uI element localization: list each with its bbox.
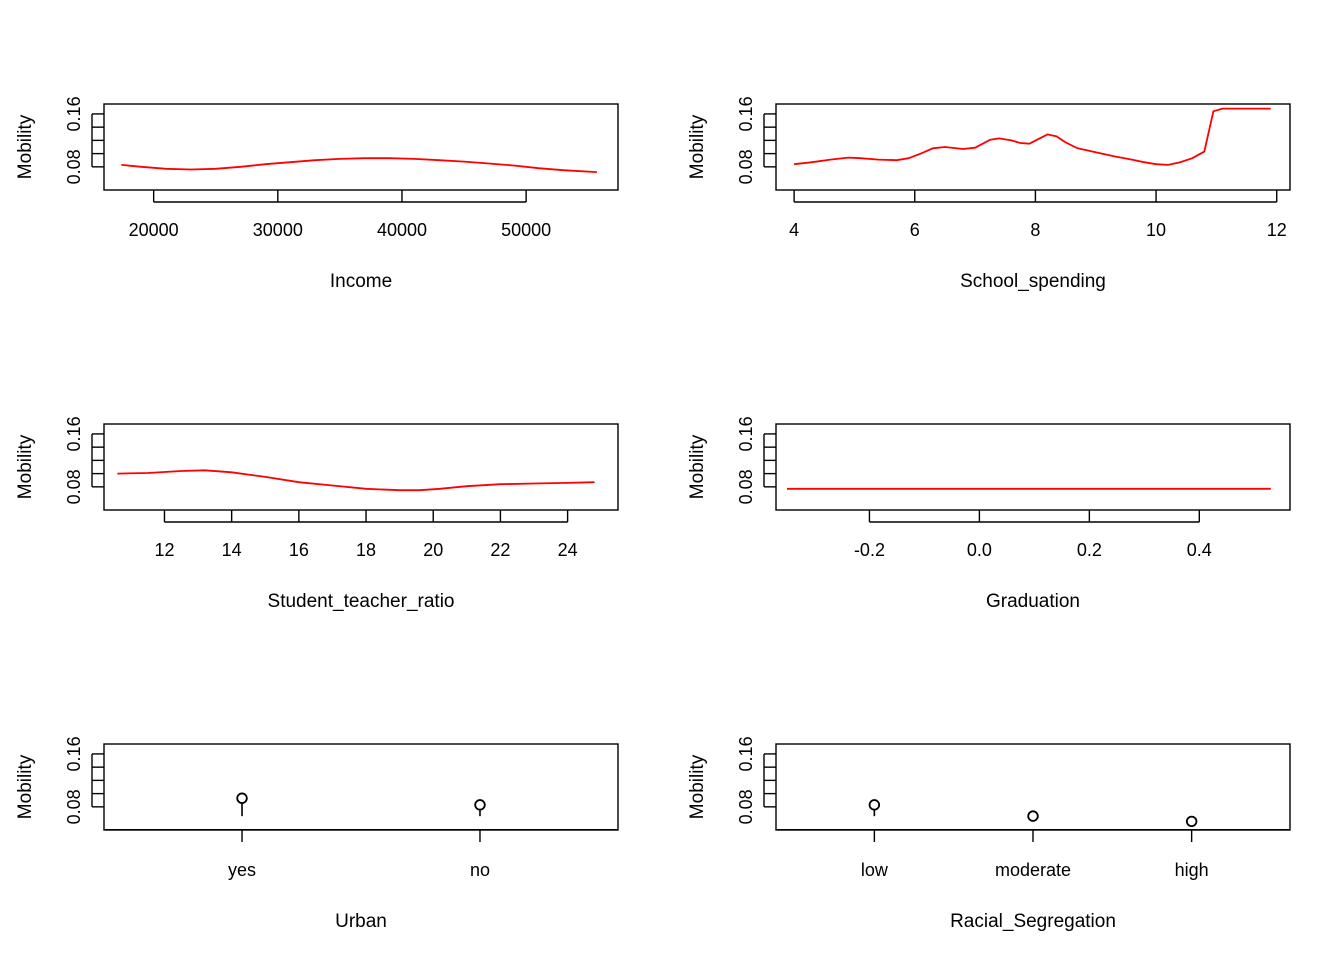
y-tick-label: 0.16 [736,416,756,451]
y-tick-label: 0.16 [736,736,756,771]
y-tick-label: 0.08 [64,469,84,504]
x-tick-label: 16 [289,540,309,560]
series-line [794,107,1271,166]
plot-frame [103,103,619,191]
x-axis-label: Urban [335,911,387,932]
y-axis-label: Mobility [687,114,708,179]
y-axis-label: Mobility [15,754,36,819]
x-tick-label: -0.2 [854,540,885,560]
x-axis-label: Racial_Segregation [950,911,1116,932]
x-tick-label: 30000 [253,220,303,240]
x-tick-label: 10 [1146,220,1166,240]
x-tick-label: 20000 [129,220,179,240]
y-axis-label: Mobility [15,434,36,499]
x-tick-label: 22 [490,540,510,560]
x-tick-label: 8 [1030,220,1040,240]
data-point [868,799,881,811]
data-point [474,799,486,811]
x-axis-label: Student_teacher_ratio [268,591,455,612]
y-tick-label: 0.16 [64,736,84,771]
x-tick-label: high [1175,860,1209,880]
x-tick-label: 12 [154,540,174,560]
x-axis-label: Graduation [986,591,1080,612]
x-tick-label: 6 [910,220,920,240]
panel-school-spending: 0.08 0.16 Mobility 4 6 8 10 12 School_spending [687,96,1291,292]
y-axis-label: Mobility [687,434,708,499]
x-tick-label: 20 [423,540,443,560]
x-axis-label: Income [330,271,392,292]
panel-income: 0.08 0.16 Mobility 20000 30000 40000 50000 Inco… [15,96,619,292]
plot-frame [775,423,1291,511]
y-axis-label: Mobility [687,754,708,819]
y-tick-label: 0.16 [64,416,84,451]
series-line [117,469,595,492]
y-axis-label: Mobility [15,114,36,179]
x-tick-label: no [470,860,490,880]
plot-frame [775,103,1291,191]
x-tick-label: 24 [558,540,578,560]
x-tick-label: 14 [222,540,242,560]
x-tick-label: 0.0 [967,540,992,560]
x-tick-label: 18 [356,540,376,560]
x-axis-label: School_spending [960,271,1106,292]
x-tick-label: low [861,860,889,880]
x-tick-label: 0.4 [1187,540,1212,560]
x-tick-label: moderate [995,860,1071,880]
panel-graduation: 0.08 0.16 Mobility -0.2 0.0 0.2 0.4 Graduation [687,416,1291,612]
y-tick-label: 0.16 [64,96,84,131]
y-tick-label: 0.08 [64,789,84,824]
y-tick-label: 0.08 [736,149,756,184]
y-tick-label: 0.08 [736,469,756,504]
y-tick-label: 0.08 [64,149,84,184]
data-point [1027,810,1039,822]
panel-student-teacher-ratio: 0.08 0.16 Mobility 12 14 16 18 20 22 24 Student_te… [15,416,619,612]
panel-racial-segregation: 0.08 0.16 Mobility low moderate high Racial_Se… [687,736,1291,932]
plot-frame [103,743,619,831]
x-tick-label: 50000 [501,220,551,240]
y-tick-label: 0.08 [736,789,756,824]
series-line [121,157,597,173]
x-tick-label: 12 [1267,220,1287,240]
plot-frame [103,423,619,511]
x-tick-label: 40000 [377,220,427,240]
data-point [1185,815,1198,828]
x-tick-label: yes [228,860,256,880]
x-tick-label: 4 [789,220,799,240]
y-tick-label: 0.16 [736,96,756,131]
data-point [236,792,248,804]
x-tick-label: 0.2 [1077,540,1102,560]
panel-urban: 0.08 0.16 Mobility yes no Urban [15,736,619,932]
